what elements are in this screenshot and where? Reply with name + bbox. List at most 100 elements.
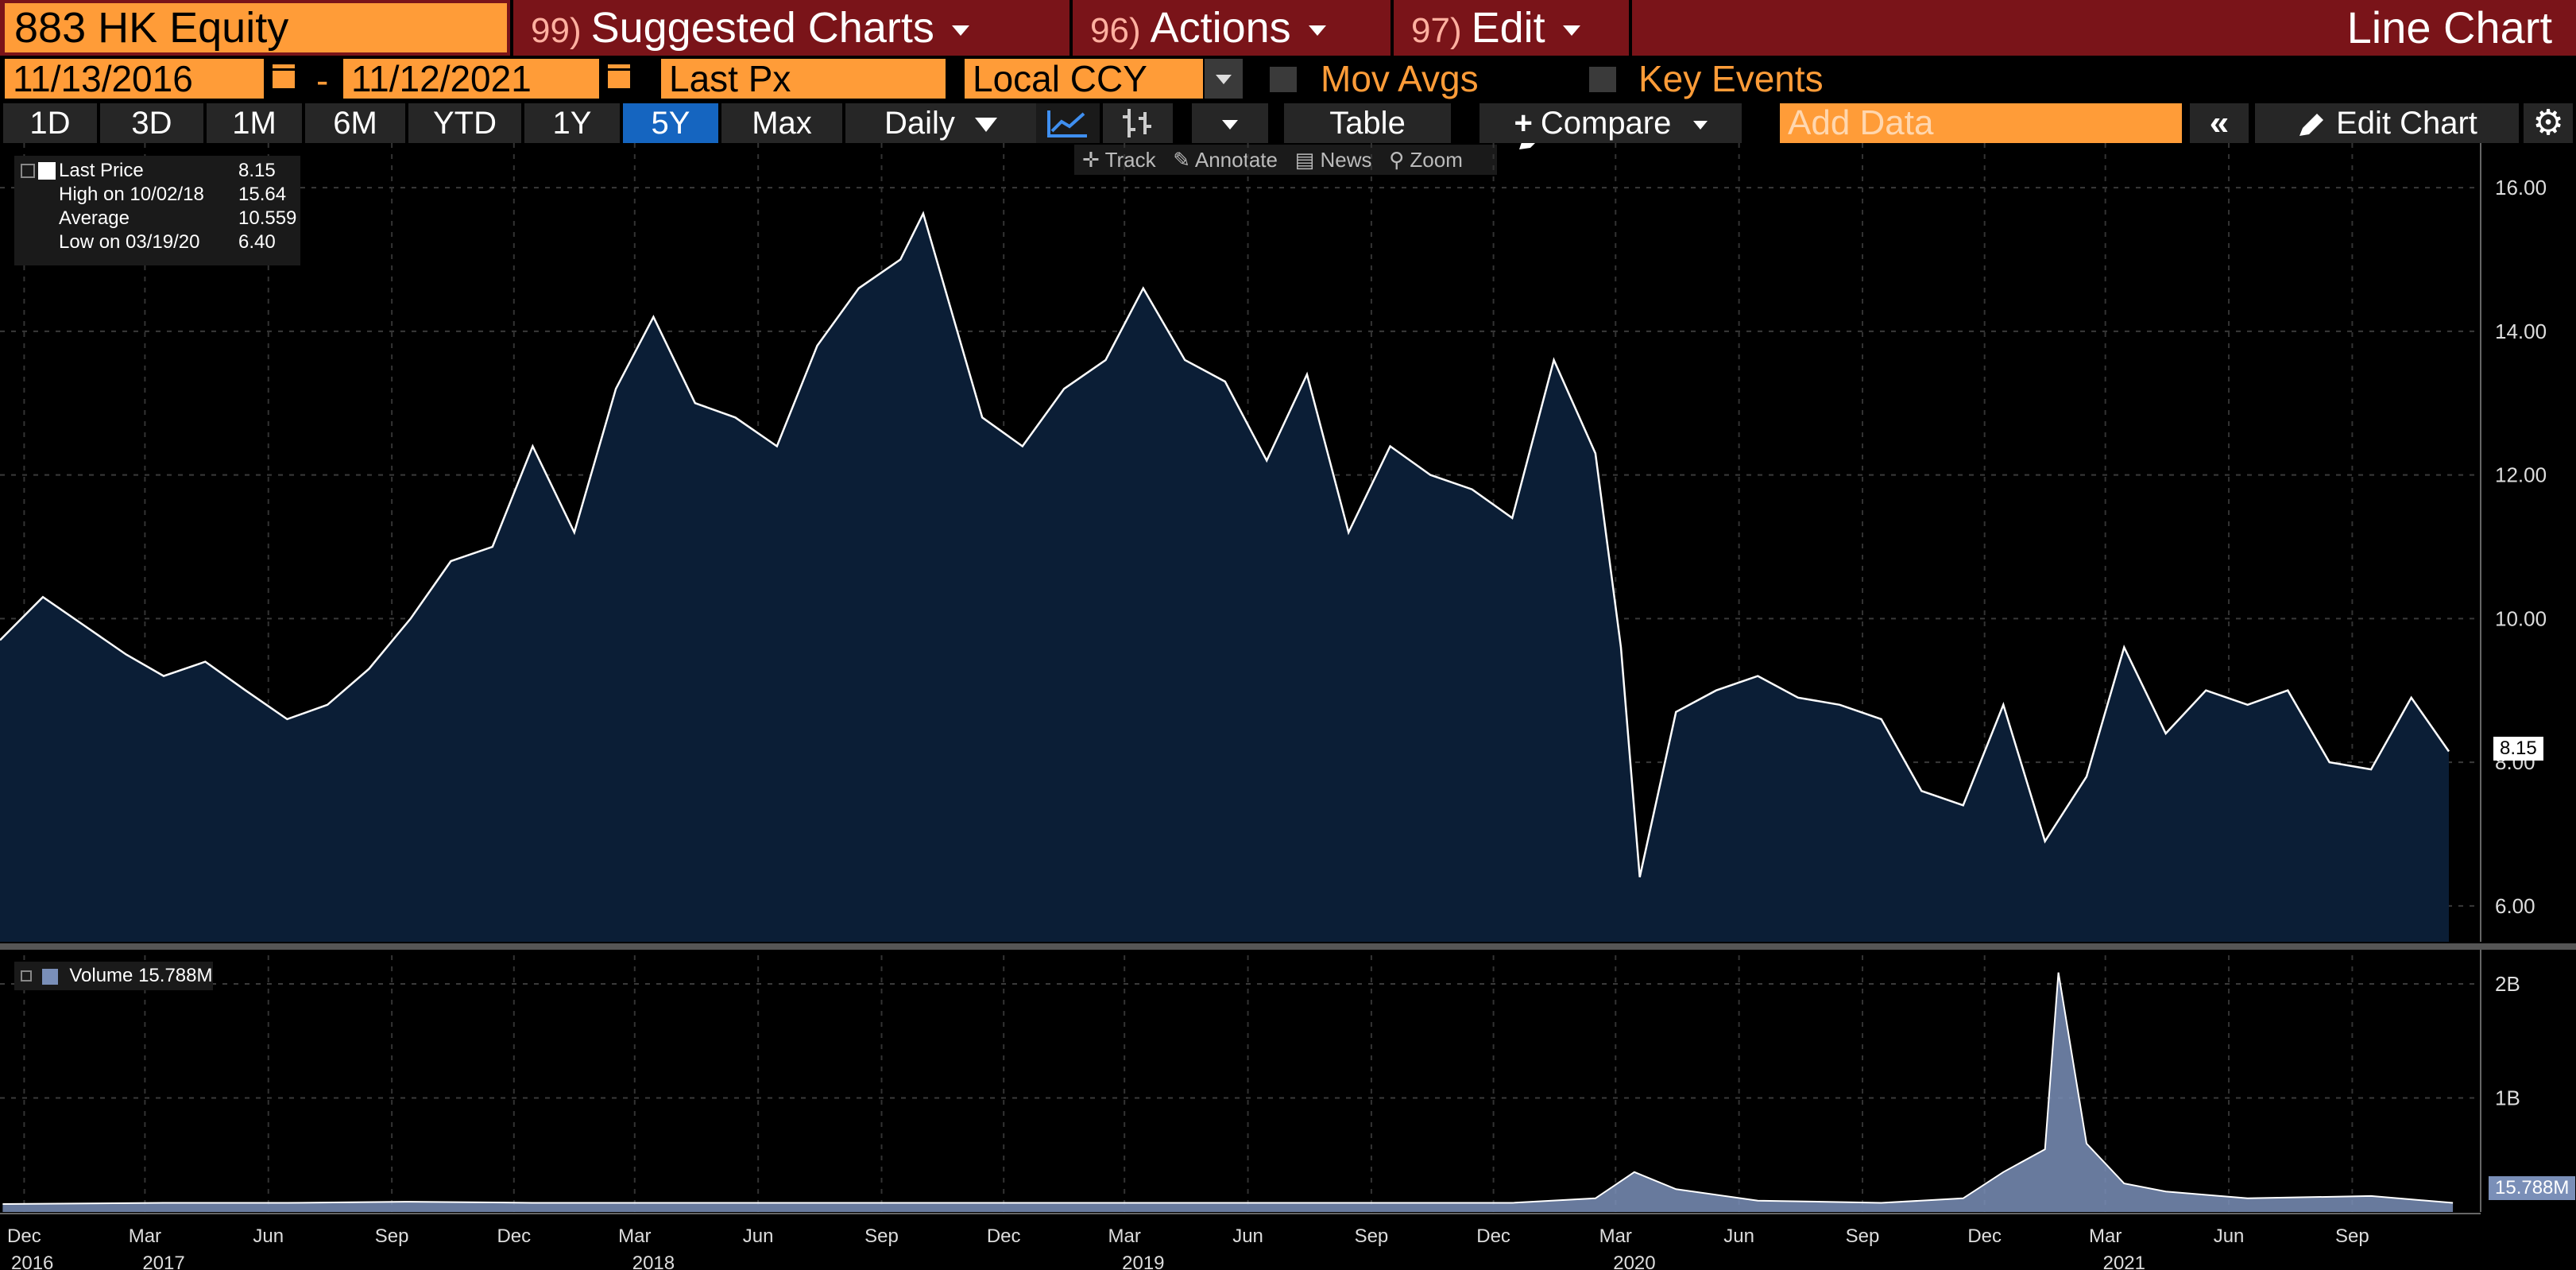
- year-tick-label: 2020: [1613, 1253, 1655, 1270]
- edit-menu[interactable]: 97) Edit: [1390, 0, 1629, 56]
- compare-dropdown[interactable]: + Compare: [1479, 103, 1742, 143]
- month-tick-label: Jun: [253, 1225, 284, 1247]
- price-area: [0, 213, 2449, 942]
- edit-chart-button[interactable]: Edit Chart: [2255, 103, 2519, 143]
- options-bar: 11/13/2016 - 11/12/2021 Last Px Local CC…: [0, 56, 2576, 149]
- legend-high-label: High on 10/02/18: [59, 184, 204, 205]
- year-tick-label: 2021: [2103, 1253, 2145, 1270]
- suggested-charts-menu[interactable]: 99) Suggested Charts: [510, 0, 1069, 56]
- month-tick-label: Mar: [1599, 1225, 1632, 1247]
- calendar-icon[interactable]: [270, 62, 297, 91]
- line-chart-mode-button[interactable]: [1036, 103, 1100, 143]
- track-tool[interactable]: Track: [1104, 148, 1156, 172]
- zoom-tool[interactable]: Zoom: [1410, 148, 1463, 172]
- calendar-icon[interactable]: [605, 62, 632, 91]
- price-tick-label: 10.00: [2495, 606, 2547, 630]
- menu-label: Edit: [1471, 4, 1545, 52]
- year-tick-label: 2017: [142, 1253, 184, 1270]
- volume-tick-label: 1B: [2495, 1086, 2520, 1110]
- start-date-field[interactable]: 11/13/2016: [5, 59, 264, 99]
- menu-label: Actions: [1150, 4, 1291, 52]
- volume-tick-label: 2B: [2495, 972, 2520, 996]
- key-events-checkbox[interactable]: [1589, 67, 1616, 92]
- period-6m-button[interactable]: 6M: [305, 103, 405, 143]
- volume-legend-value: 15.788M: [138, 965, 213, 986]
- frequency-dropdown[interactable]: Daily: [845, 103, 1036, 143]
- collapse-toggle-icon[interactable]: [21, 970, 32, 982]
- menu-label: Suggested Charts: [590, 4, 934, 52]
- volume-average-line: [2, 972, 2454, 1205]
- legend-low-label: Low on 03/19/20: [59, 231, 200, 253]
- collapse-button[interactable]: «: [2190, 103, 2249, 143]
- period-5y-button[interactable]: 5Y: [623, 103, 718, 143]
- volume-swatch: [41, 968, 58, 985]
- frequency-label: Daily: [884, 106, 955, 141]
- legend-high-value: 15.64: [238, 184, 287, 205]
- legend-last-price-label: Last Price: [59, 160, 144, 181]
- chevron-down-icon: [1222, 120, 1238, 130]
- price-tick-label: 16.00: [2495, 176, 2547, 199]
- last-price-tag: 8.15: [2493, 737, 2543, 761]
- title-bar: 883 HK Equity 99) Suggested Charts 96) Act…: [0, 0, 2576, 56]
- month-tick-label: Mar: [129, 1225, 161, 1247]
- magnifier-icon: ⚲: [1389, 148, 1405, 172]
- crosshair-icon: ✛: [1082, 148, 1100, 172]
- month-tick-label: Sep: [2335, 1225, 2369, 1247]
- panel-divider: [0, 943, 2576, 950]
- volume-legend: Volume 15.788M: [14, 962, 213, 990]
- period-toolbar: 1D 3D 1M 6M YTD 1Y 5Y Max Daily Table + C…: [0, 102, 2576, 143]
- legend-average-label: Average: [59, 207, 130, 229]
- edit-chart-label: Edit Chart: [2336, 106, 2477, 141]
- collapse-toggle-icon[interactable]: [21, 164, 35, 178]
- mov-avgs-checkbox[interactable]: [1270, 67, 1297, 92]
- month-tick-label: Jun: [1232, 1225, 1263, 1247]
- menu-number: 97): [1411, 11, 1462, 50]
- table-button[interactable]: Table: [1284, 103, 1451, 143]
- month-tick-label: Sep: [1355, 1225, 1389, 1247]
- chart-tools-strip: ✛ Track ✎ Annotate ▤ News ⚲ Zoom: [1074, 145, 1497, 175]
- period-3d-button[interactable]: 3D: [100, 103, 203, 143]
- chevron-down-icon: [951, 25, 969, 37]
- month-tick-label: Jun: [2214, 1225, 2245, 1247]
- year-tick-label: 2018: [632, 1253, 675, 1270]
- month-tick-label: Dec: [1476, 1225, 1510, 1247]
- field-selector[interactable]: Last Px: [661, 59, 946, 99]
- news-tool[interactable]: News: [1320, 148, 1372, 172]
- key-events-label: Key Events: [1638, 58, 1824, 99]
- legend-low-value: 6.40: [238, 231, 276, 253]
- period-max-button[interactable]: Max: [721, 103, 842, 143]
- period-ytd-button[interactable]: YTD: [408, 103, 521, 143]
- chart-style-dropdown[interactable]: [1192, 103, 1268, 143]
- price-legend: Last Price 8.15 High on 10/02/18 15.64 A…: [14, 156, 300, 265]
- last-volume-tag: 15.788M: [2489, 1176, 2576, 1200]
- pencil-icon: [2299, 114, 2324, 137]
- add-data-input[interactable]: Add Data: [1780, 103, 2182, 143]
- price-tick-label: 6.00: [2495, 894, 2535, 918]
- double-chevron-left-icon: «: [2209, 103, 2230, 142]
- month-tick-label: Sep: [864, 1225, 899, 1247]
- menu-number: 99): [531, 11, 582, 50]
- currency-selector[interactable]: Local CCY: [965, 59, 1203, 99]
- month-tick-label: Mar: [2089, 1225, 2122, 1247]
- annotate-tool[interactable]: Annotate: [1194, 148, 1278, 172]
- period-1d-button[interactable]: 1D: [3, 103, 97, 143]
- pencil-icon: ✎: [1173, 148, 1191, 172]
- ohlc-bars-icon: [1123, 109, 1151, 137]
- month-tick-label: Jun: [743, 1225, 774, 1247]
- actions-menu[interactable]: 96) Actions: [1069, 0, 1390, 56]
- settings-button[interactable]: ⚙: [2524, 103, 2573, 143]
- bar-chart-mode-button[interactable]: [1103, 103, 1173, 143]
- period-1m-button[interactable]: 1M: [207, 103, 302, 143]
- year-tick-label: 2016: [11, 1253, 53, 1270]
- month-tick-label: Mar: [1108, 1225, 1141, 1247]
- currency-dropdown-button[interactable]: [1205, 59, 1243, 99]
- end-date-field[interactable]: 11/12/2021: [343, 59, 599, 99]
- legend-average-value: 10.559: [238, 207, 297, 229]
- ticker-field[interactable]: 883 HK Equity: [5, 3, 507, 52]
- compare-label: Compare: [1540, 106, 1672, 141]
- month-tick-label: Dec: [7, 1225, 41, 1247]
- month-tick-label: Dec: [987, 1225, 1021, 1247]
- news-icon: ▤: [1294, 148, 1315, 172]
- period-1y-button[interactable]: 1Y: [524, 103, 620, 143]
